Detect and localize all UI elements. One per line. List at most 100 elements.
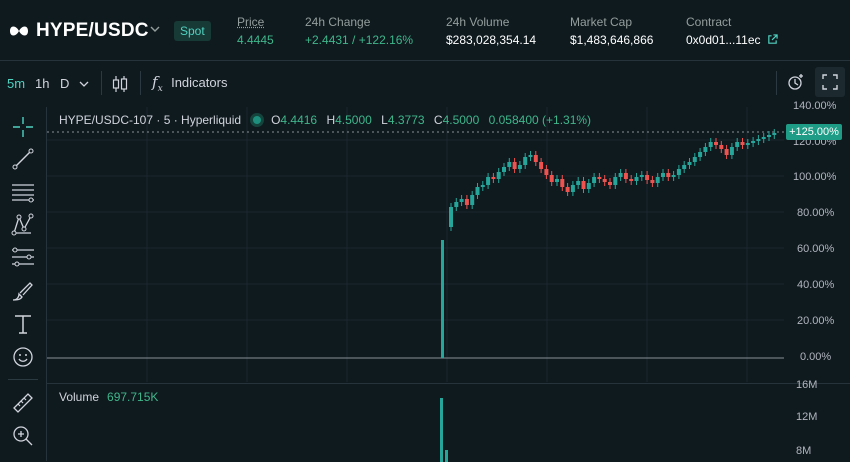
ruler-icon[interactable] <box>11 391 35 415</box>
candle <box>698 152 703 157</box>
fx-icon: fx <box>152 73 163 94</box>
volume-legend-label: Volume <box>59 390 100 404</box>
candle <box>676 169 681 175</box>
candle <box>714 142 718 145</box>
toolbar-divider <box>101 71 102 95</box>
candle <box>597 177 602 179</box>
current-price-tag: +125.00% <box>786 124 842 140</box>
candle <box>634 177 639 181</box>
candle <box>666 173 671 177</box>
candle <box>449 207 453 227</box>
legend-h-key: H <box>326 113 336 127</box>
candle <box>459 199 464 202</box>
brush-icon[interactable] <box>11 279 35 303</box>
volume-pane[interactable] <box>47 383 784 462</box>
toolbar-divider <box>140 71 141 95</box>
candle <box>608 182 612 185</box>
horizontal-lines-icon[interactable] <box>11 180 35 204</box>
candle <box>602 179 607 182</box>
candle <box>533 155 538 162</box>
candle <box>745 143 750 145</box>
legend-symbol: HYPE/USDC-107 · 5 · Hyperliquid <box>59 113 242 127</box>
candle <box>570 185 575 192</box>
volume-axis-tick: 16M <box>796 379 818 391</box>
fullscreen-button[interactable] <box>815 67 845 97</box>
contract-link[interactable]: 0x0d01...11ec <box>686 33 778 47</box>
chart-toolbar: 5m 1h D fx Indicators <box>0 61 850 108</box>
candle <box>560 179 565 187</box>
fullscreen-icon[interactable] <box>822 74 838 90</box>
chevron-down-icon[interactable] <box>79 80 89 88</box>
candle <box>549 175 554 182</box>
candle <box>496 172 501 179</box>
text-icon[interactable] <box>11 312 35 336</box>
axis-tick: 60.00% <box>797 243 835 255</box>
candle <box>507 162 512 167</box>
trendline-icon[interactable] <box>11 147 35 171</box>
price-value: 4.4445 <box>237 33 274 47</box>
pattern-icon[interactable] <box>11 213 35 237</box>
axis-tick: 20.00% <box>797 315 835 327</box>
interval-5m[interactable]: 5m <box>7 76 26 91</box>
volume-axis-tick: 8M <box>796 445 812 457</box>
candle <box>729 147 734 155</box>
candle <box>523 157 528 165</box>
candle <box>639 175 644 177</box>
candle <box>470 195 475 205</box>
interval-1h[interactable]: 1h <box>35 76 50 91</box>
candle <box>480 185 485 187</box>
price-chart[interactable] <box>47 107 784 382</box>
price-axis[interactable] <box>784 107 850 461</box>
price-label: Price <box>237 15 265 29</box>
toolbar-divider <box>776 71 777 95</box>
fib-icon[interactable] <box>11 246 35 270</box>
candle <box>475 187 480 195</box>
volume-legend-value: 697.715K <box>107 390 159 404</box>
contract-label: Contract <box>686 15 732 29</box>
emoji-icon[interactable] <box>11 345 35 369</box>
legend-l-key: L <box>381 113 388 127</box>
candle <box>692 157 697 162</box>
candle <box>761 137 766 139</box>
price-stat: Price 4.4445 <box>237 15 274 47</box>
mcap-stat: Market Cap $1,483,646,866 <box>570 15 653 47</box>
candle <box>539 162 544 169</box>
market-status-dot <box>253 116 262 124</box>
candlestick-plot[interactable] <box>47 107 784 382</box>
chevron-down-icon[interactable] <box>150 24 160 34</box>
candle <box>719 145 724 149</box>
candle <box>772 133 777 135</box>
contract-value[interactable]: 0x0d01...11ec <box>686 33 761 47</box>
axis-tick: 40.00% <box>797 279 835 291</box>
axis-divider <box>784 383 850 384</box>
change-label: 24h Change <box>305 15 371 29</box>
candle <box>586 183 591 189</box>
candle <box>661 173 665 177</box>
market-header: HYPE/USDC Spot Price 4.4445 24h Change +… <box>0 0 850 61</box>
interval-d[interactable]: D <box>60 76 70 91</box>
candles-icon[interactable] <box>112 74 128 94</box>
candle <box>629 179 634 181</box>
contract-stat: Contract 0x0d01...11ec <box>686 15 778 47</box>
candle <box>671 175 676 177</box>
crosshair-icon[interactable] <box>11 115 35 139</box>
candle <box>464 199 469 205</box>
pair-selector[interactable]: HYPE/USDC <box>36 20 149 41</box>
candle <box>735 142 740 147</box>
candle <box>756 139 761 141</box>
candle <box>544 169 549 175</box>
candle <box>645 175 650 180</box>
volume-legend: Volume 697.715K <box>59 390 158 404</box>
screenshot-icon[interactable] <box>786 73 806 93</box>
axis-tick: 140.00% <box>793 100 837 112</box>
candle <box>517 165 522 169</box>
indicators-button[interactable]: fx Indicators <box>152 73 227 94</box>
mcap-label: Market Cap <box>570 15 633 29</box>
candle <box>576 181 581 185</box>
candle <box>512 162 517 169</box>
external-link-icon[interactable] <box>767 34 778 45</box>
axis-tick: 0.00% <box>800 351 832 363</box>
volume-bar <box>440 398 443 462</box>
zoom-in-icon[interactable] <box>11 424 35 448</box>
candle <box>767 135 771 137</box>
